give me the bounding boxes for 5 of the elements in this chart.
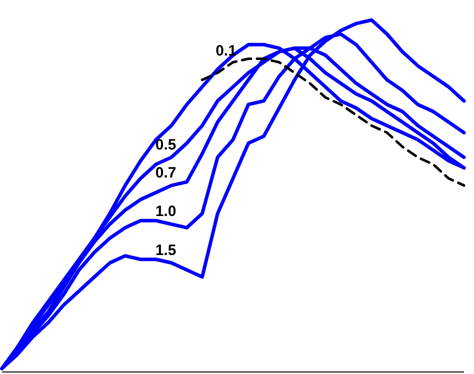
series-label: 0.7 <box>155 164 176 182</box>
series-label: 0.1 <box>216 42 236 60</box>
series-label: 1.0 <box>155 203 176 220</box>
series-label: 0.5 <box>155 136 176 154</box>
series-label: 1.5 <box>155 242 176 259</box>
